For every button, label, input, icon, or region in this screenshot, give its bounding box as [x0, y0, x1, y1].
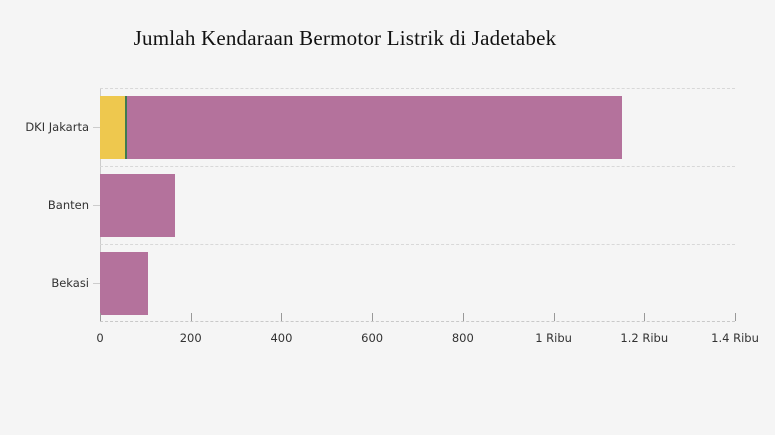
bar-segment-yellow[interactable] [100, 96, 125, 159]
bar-row [100, 88, 735, 166]
y-axis: DKI Jakarta Banten Bekasi [0, 88, 100, 322]
x-axis-tick-icon [553, 313, 555, 321]
x-axis-tick-icon [281, 313, 283, 321]
category-label: DKI Jakarta [25, 120, 89, 134]
category-tick-icon [93, 204, 100, 206]
x-axis-tick-icon [372, 313, 374, 321]
x-axis-tick-icon [735, 313, 736, 321]
x-axis-tick-label: 1 Ribu [535, 331, 572, 345]
category-label-row: DKI Jakarta [0, 88, 100, 166]
bar-row [100, 166, 735, 244]
category-label-row: Banten [0, 166, 100, 244]
x-axis-tick-icon [462, 313, 464, 321]
x-axis-tick-label: 1.2 Ribu [620, 331, 669, 345]
bar [100, 174, 735, 237]
bar-segment-purple[interactable] [127, 96, 622, 159]
bar-segment-green[interactable] [124, 96, 128, 159]
category-tick-icon [93, 126, 100, 128]
bar-row [100, 244, 735, 322]
x-axis-tick-label: 600 [361, 331, 384, 345]
plot-area [100, 88, 736, 322]
category-label-row: Bekasi [0, 244, 100, 322]
x-axis-tick-label: 800 [451, 331, 474, 345]
bar [100, 96, 735, 159]
bar [100, 252, 735, 315]
x-axis-tick-label: 400 [270, 331, 293, 345]
bar-segment-purple[interactable] [100, 252, 148, 315]
bar-segment-purple[interactable] [100, 174, 175, 237]
x-axis-tick-icon [190, 313, 192, 321]
x-axis-tick-icon [100, 313, 101, 321]
category-label: Banten [47, 198, 89, 212]
chart-header: Jumlah Kendaraan Bermotor Listrik di Jad… [0, 26, 690, 51]
category-label: Bekasi [51, 276, 89, 290]
x-axis-tick-label: 1.4 Ribu [711, 331, 759, 345]
x-axis: 0 200 400 600 800 1 Ribu 1.2 Ribu 1.4 Ribu [96, 322, 759, 348]
x-axis-tick-icon [644, 313, 646, 321]
x-axis-tick-label: 0 [96, 331, 104, 345]
category-tick-icon [93, 282, 100, 284]
chart-title: Jumlah Kendaraan Bermotor Listrik di Jad… [133, 26, 557, 50]
bar-chart: DKI Jakarta Banten Bekasi 0 200 400 600 800 1 R… [0, 88, 775, 348]
x-axis-tick-label: 200 [179, 331, 202, 345]
